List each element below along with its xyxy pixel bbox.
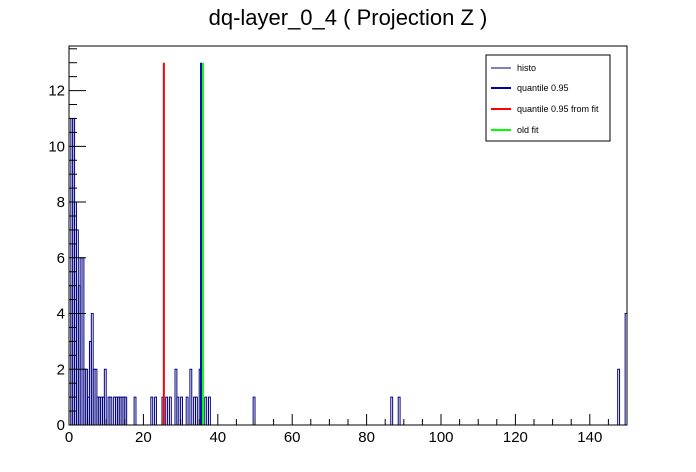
y-tick-label: 8 <box>57 194 65 211</box>
histogram-bar <box>103 368 107 426</box>
histogram-bar <box>194 396 198 426</box>
y-tick-label: 0 <box>57 417 65 434</box>
legend-label: histo <box>517 63 536 73</box>
legend-box <box>485 54 611 142</box>
histogram-bar <box>208 396 211 426</box>
histogram-bar <box>204 396 208 426</box>
x-tick-label: 120 <box>503 429 528 446</box>
histogram-bar <box>109 396 113 426</box>
histogram-bar <box>185 396 189 426</box>
y-tick-label: 6 <box>57 250 65 267</box>
histogram-bar <box>165 396 169 426</box>
histogram-bar <box>390 396 394 426</box>
y-tick-label: 12 <box>48 83 65 100</box>
x-tick-label: 100 <box>428 429 453 446</box>
y-tick-label: 2 <box>57 361 65 378</box>
x-tick-label: 40 <box>209 429 226 446</box>
x-tick-label: 80 <box>358 429 375 446</box>
y-tick-label: 4 <box>57 306 65 323</box>
histogram-bar <box>176 396 180 426</box>
legend-label: old fit <box>517 125 539 135</box>
histogram-bar <box>133 396 137 426</box>
x-tick-label: 20 <box>135 429 152 446</box>
axes: 0 20 40 60 80 100 120 140 0 2 4 6 8 10 12 <box>48 45 628 446</box>
x-tick-label: 0 <box>65 429 73 446</box>
legend-label: quantile 0.95 <box>517 83 569 93</box>
x-tick-label: 140 <box>577 429 602 446</box>
chart-title: dq-layer_0_4 ( Projection Z ) <box>209 5 488 30</box>
legend: histo quantile 0.95 quantile 0.95 from fit… <box>485 54 611 142</box>
histogram-bar <box>154 396 157 426</box>
histogram-bar <box>189 368 193 426</box>
histogram-bar <box>168 396 172 426</box>
y-tick-label: 10 <box>48 138 65 155</box>
x-tick-label: 60 <box>284 429 301 446</box>
histogram-bar <box>150 396 154 426</box>
histogram-bar <box>397 396 401 426</box>
legend-label: quantile 0.95 from fit <box>517 104 599 114</box>
histogram-bar <box>617 368 621 426</box>
